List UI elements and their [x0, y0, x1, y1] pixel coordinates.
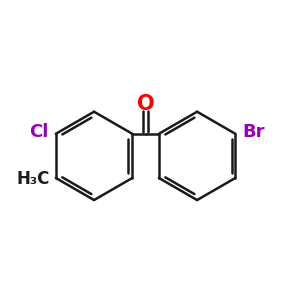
Text: H₃C: H₃C	[16, 170, 50, 188]
Text: Cl: Cl	[29, 123, 48, 141]
Text: O: O	[137, 94, 154, 114]
Text: Br: Br	[243, 123, 265, 141]
